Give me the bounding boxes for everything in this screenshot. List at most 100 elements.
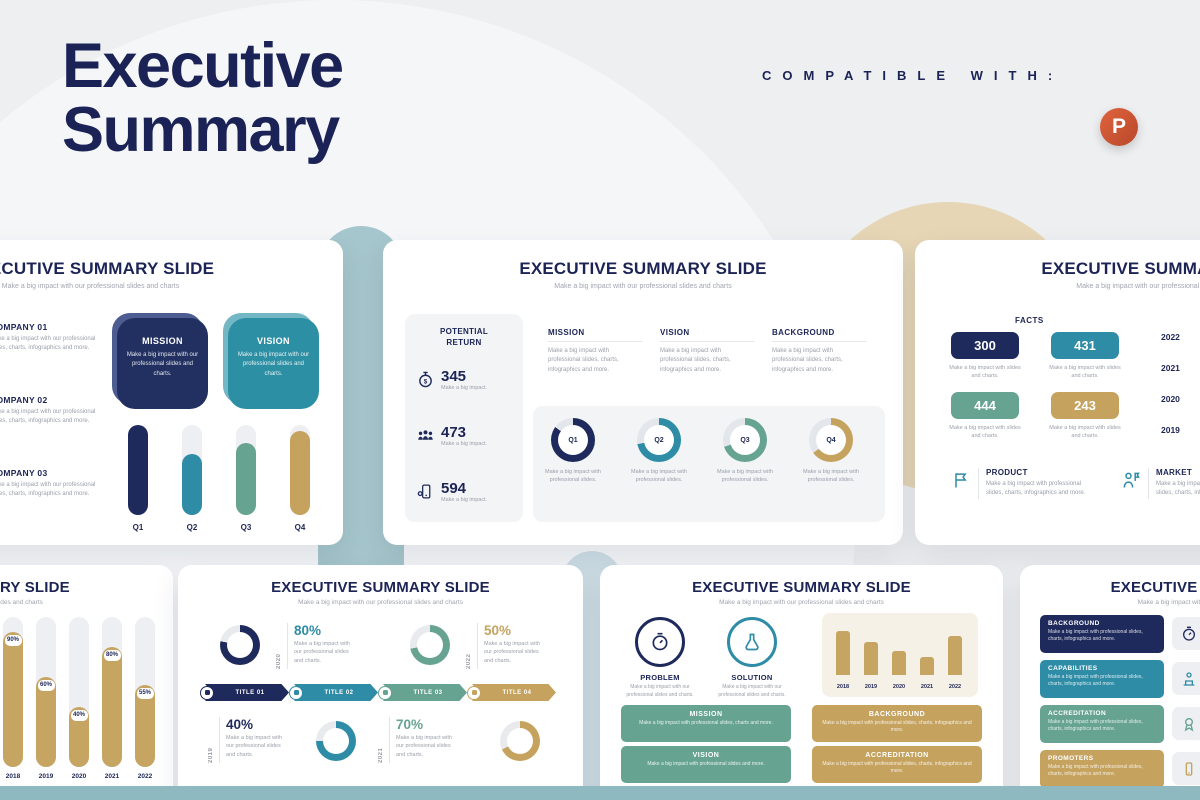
- problem-item: PROBLEM Make a big impact with our profe…: [622, 617, 698, 699]
- bar-fill: 80%: [102, 647, 122, 767]
- problem-caption: Make a big impact with our professional …: [626, 684, 694, 698]
- bar-fill: 90%: [3, 632, 23, 767]
- bar-fill: 55%: [135, 684, 155, 767]
- mini-bar-year: 2020: [892, 684, 906, 690]
- slide-title: EXECUTIVE SUMMARY SLIDE: [1110, 579, 1200, 596]
- mini-bar-area: [832, 625, 968, 675]
- slide-subtitle: Make a big impact with our professional …: [1076, 283, 1200, 290]
- stat-caption: Make a big impact with our professional …: [396, 735, 452, 758]
- company-text: Make a big impact with our professional …: [0, 409, 96, 425]
- stat-percent: 70%: [396, 717, 424, 732]
- timeline-stat-2020: 2020 80% Make a big impact with our prof…: [276, 623, 364, 669]
- product-flag-icon: [955, 473, 967, 488]
- bar-2022: 55% 2022: [135, 617, 155, 780]
- company-label: COMPANY 01: [0, 322, 48, 332]
- vision-box-text: Make a big impact with our professional …: [237, 352, 310, 377]
- fact-pill-431: 431: [1051, 332, 1119, 359]
- stat-row-3: 594 Make a big impact.: [417, 480, 487, 503]
- mini-bar-year: 2021: [920, 684, 934, 690]
- mini-bar: [948, 636, 962, 675]
- mini-bar: [892, 651, 906, 675]
- donut-label: Q2: [644, 425, 674, 455]
- list-block: ACCREDITATION Make a big impact with pro…: [1040, 705, 1164, 743]
- bar-track: [236, 425, 256, 515]
- slide-title: EXECUTIVE SUMMARY SLIDE: [692, 579, 911, 596]
- poster-title-line1: Executive: [62, 31, 344, 101]
- bottom-accent-band: [0, 786, 1200, 800]
- bar-label: Q4: [294, 523, 306, 532]
- problem-circle: [635, 617, 685, 667]
- fact-pill-444: 444: [951, 392, 1019, 419]
- block-caption: Make a big impact with professional slid…: [647, 761, 765, 767]
- block-title: ACCREDITATION: [865, 752, 929, 759]
- bar-year-label: 2021: [104, 773, 120, 780]
- mission-box: MISSION Make a big impact with our profe…: [117, 318, 208, 409]
- stat-year: 2022: [466, 653, 472, 669]
- mini-bar-year: 2022: [948, 684, 962, 690]
- year-label: 2021: [1161, 363, 1180, 373]
- donut-caption: Make a big impact with professional slid…: [717, 469, 773, 484]
- bar-2020: 40% 2020: [69, 617, 89, 780]
- fact-caption: Make a big impact with slides and charts…: [1049, 425, 1121, 440]
- stat-percent: 50%: [484, 623, 512, 638]
- accreditation-badge-icon: [1172, 707, 1200, 740]
- panel-title: POTENTIAL RETURN: [439, 327, 489, 347]
- timeline-step-banner: TITLE 03: [383, 684, 467, 701]
- bar-percent-badge: 60%: [37, 680, 55, 691]
- column-vision: VISION Make a big impact with profession…: [660, 328, 755, 375]
- donut-q3: Q3 Make a big impact with professional s…: [707, 418, 783, 485]
- bar-fill: [290, 431, 310, 515]
- team-icon: [418, 430, 433, 440]
- section-product: PRODUCT Make a big impact with professio…: [951, 468, 1086, 499]
- vision-block: VISION Make a big impact with profession…: [621, 746, 791, 783]
- stat-value: 594: [441, 480, 467, 497]
- list-caption: Make a big impact with professional slid…: [1048, 764, 1143, 777]
- timeline-stat-2021: 2021 70% Make a big impact with our prof…: [378, 717, 466, 763]
- timeline-stat-2019: 2019 40% Make a big impact with our prof…: [208, 717, 296, 763]
- stat-caption: Make a big impact with our professional …: [294, 641, 350, 664]
- market-person-icon: [1123, 472, 1140, 488]
- slide-title: EXECUTIVE SUMMARY SLIDE: [519, 259, 767, 278]
- stat-row-2: 473 Make a big impact.: [417, 424, 487, 447]
- stat-caption: Make a big impact.: [441, 441, 488, 448]
- capabilities-person-icon: [1172, 662, 1200, 695]
- bar-q1: Q1: [128, 425, 148, 532]
- timeline-step-3: TITLE 03: [378, 684, 467, 701]
- block-caption: Make a big impact with professional slid…: [822, 720, 972, 733]
- bar-fill: 60%: [36, 677, 56, 767]
- slide-title: EXECUTIVE SUMMARY SLIDE: [0, 259, 215, 278]
- company-text: Make a big impact with our professional …: [0, 336, 96, 352]
- slide-title: EXECUTIVE SUMMARY SLIDE: [271, 579, 490, 596]
- stopwatch-dollar-icon: $: [419, 371, 432, 388]
- bar-2019: 60% 2019: [36, 617, 56, 780]
- donut-caption: Make a big impact with professional slid…: [545, 469, 601, 484]
- company-label: COMPANY 02: [0, 395, 48, 405]
- timeline-step-4: TITLE 04: [467, 684, 556, 701]
- timeline-step-banner: TITLE 04: [472, 684, 556, 701]
- powerpoint-letter: P: [1111, 115, 1126, 138]
- slide-card-capability-list: EXECUTIVE SUMMARY SLIDE Make a big impac…: [1020, 565, 1200, 800]
- stat-row-1: $ 345 Make a big impact.: [417, 368, 487, 391]
- background-block: BACKGROUND Make a big impact with profes…: [812, 705, 982, 742]
- bar-track: [128, 425, 148, 515]
- bar-year-label: 2018: [5, 773, 21, 780]
- mini-bar: [920, 657, 934, 675]
- slide-title: EXECUTIVE SUMMARY SLIDE: [1041, 259, 1200, 278]
- mission-block: MISSION Make a big impact with professio…: [621, 705, 791, 742]
- fact-pill-300: 300: [951, 332, 1019, 359]
- timeline-step-icon: [200, 685, 214, 700]
- donut-caption: Make a big impact with professional slid…: [803, 469, 859, 484]
- list-title: PROMOTERS: [1048, 755, 1094, 762]
- problem-timer-icon: [652, 632, 668, 651]
- donut-label: Q4: [816, 425, 846, 455]
- timeline-donut-1: [220, 625, 260, 665]
- bar-track: [290, 425, 310, 515]
- company-item-1: COMPANY 01 Make a big impact with our pr…: [0, 322, 102, 354]
- donut-q1: Q1 Make a big impact with professional s…: [535, 418, 611, 485]
- slide-subtitle: Make a big impact with our professional …: [1, 283, 180, 290]
- bar-track: 60%: [36, 617, 56, 767]
- list-block: BACKGROUND Make a big impact with profes…: [1040, 615, 1164, 653]
- stat-caption: Make a big impact with our professional …: [484, 641, 540, 664]
- list-caption: Make a big impact with professional slid…: [1048, 674, 1143, 687]
